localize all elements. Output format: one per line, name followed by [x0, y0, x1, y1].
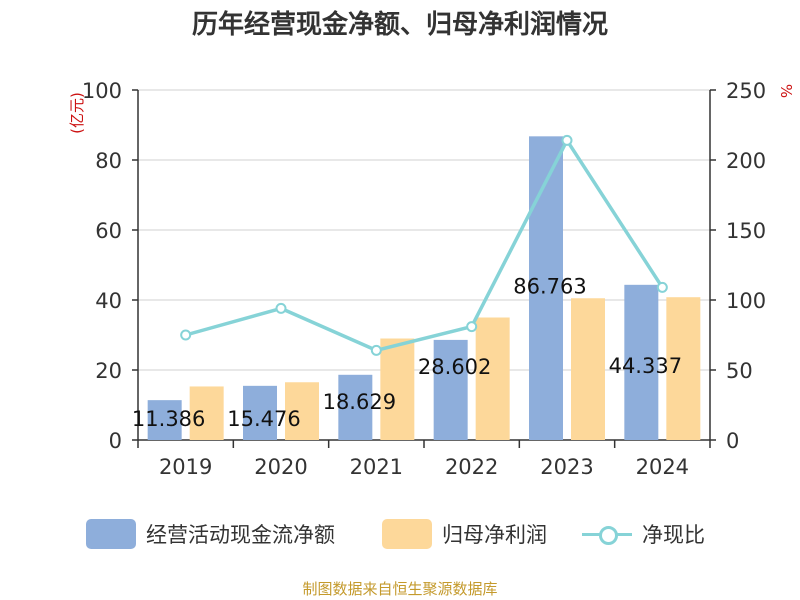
legend-swatch-cashflow: [86, 519, 136, 549]
legend-label-ratio: 净现比: [642, 523, 705, 547]
bar-cashflow-3: [433, 339, 468, 440]
source-note: 制图数据来自恒生聚源数据库: [302, 580, 498, 598]
legend-label-net-profit: 归母净利润: [442, 523, 547, 547]
y-right-tick-label-3: 150: [726, 219, 766, 243]
bar-net-profit-1: [285, 382, 319, 440]
y-left-unit: (亿元): [68, 92, 86, 134]
y-right-tick-label-1: 50: [726, 359, 753, 383]
point-ratio-4: [561, 134, 573, 146]
legend-line-ratio: [582, 519, 632, 549]
bar-cashflow-1: [243, 385, 277, 440]
x-tick-label-3: 2022: [445, 455, 498, 479]
y-right-tick-label-5: 250: [726, 79, 766, 103]
legend: 经营活动现金流净额 归母净利润 净现比: [0, 519, 800, 553]
point-ratio-0: [180, 329, 192, 341]
legend-item-cashflow[interactable]: 经营活动现金流净额: [86, 519, 335, 549]
bar-cashflow-4: [529, 136, 563, 440]
y-right-tick-label-0: 0: [726, 429, 739, 453]
data-label-cashflow-3: 28.602: [418, 355, 491, 379]
y-left-tick-label-4: 80: [95, 149, 122, 173]
point-ratio-2: [370, 344, 382, 356]
y-left-tick-label-0: 0: [109, 429, 122, 453]
legend-item-ratio[interactable]: 净现比: [582, 519, 705, 549]
x-tick-label-0: 2019: [159, 455, 212, 479]
bar-net-profit-2: [380, 338, 415, 440]
x-tick-label-2: 2021: [350, 455, 403, 479]
point-ratio-1: [275, 302, 287, 314]
y-left-tick-label-2: 40: [95, 289, 122, 313]
x-tick-label-5: 2024: [636, 455, 689, 479]
legend-label-cashflow: 经营活动现金流净额: [146, 523, 335, 547]
data-label-cashflow-0: 11.386: [132, 407, 205, 431]
point-ratio-3: [466, 321, 478, 333]
y-right-tick-label-4: 200: [726, 149, 766, 173]
y-right-tick-label-2: 100: [726, 289, 766, 313]
x-tick-label-4: 2023: [540, 455, 593, 479]
data-label-cashflow-5: 44.337: [609, 354, 682, 378]
chart-title: 历年经营现金净额、归母净利润情况: [191, 10, 608, 40]
legend-item-net-profit[interactable]: 归母净利润: [382, 519, 547, 549]
y-left-tick-label-1: 20: [95, 359, 122, 383]
bar-net-profit-4: [571, 298, 605, 440]
data-label-cashflow-2: 18.629: [323, 390, 396, 414]
bar-net-profit-3: [475, 317, 510, 440]
point-ratio-5: [656, 281, 668, 293]
legend-swatch-net-profit: [382, 519, 432, 549]
bar-cashflow-5: [624, 284, 659, 440]
line-ratio: [185, 138, 664, 353]
bar-net-profit-0: [189, 386, 224, 440]
bar-cashflow-2: [338, 374, 373, 440]
data-label-cashflow-1: 15.476: [227, 407, 300, 431]
bar-cashflow-0: [147, 400, 182, 440]
bar-net-profit-5: [666, 297, 701, 440]
y-left-tick-label-5: 100: [82, 79, 122, 103]
x-tick-label-1: 2020: [254, 455, 307, 479]
data-label-cashflow-4: 86.763: [513, 274, 586, 298]
y-right-unit: %: [777, 84, 795, 98]
y-left-tick-label-3: 60: [95, 219, 122, 243]
